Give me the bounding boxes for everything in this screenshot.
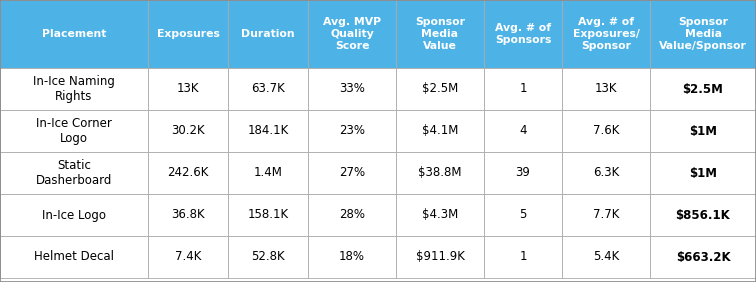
Bar [0, 110, 148, 152]
Text: 7.6K: 7.6K [593, 124, 619, 138]
Text: 36.8K: 36.8K [171, 208, 205, 221]
Bar [148, 110, 228, 152]
Bar [484, 194, 562, 236]
Text: 13K: 13K [595, 83, 617, 96]
Text: 1.4M: 1.4M [253, 166, 283, 180]
Bar [650, 194, 756, 236]
Text: Duration: Duration [241, 29, 295, 39]
Text: $911.9K: $911.9K [416, 250, 464, 263]
Text: In-Ice Naming
Rights: In-Ice Naming Rights [33, 75, 115, 103]
Bar [308, 152, 396, 194]
Bar [148, 68, 228, 110]
Bar [308, 194, 396, 236]
Text: $38.8M: $38.8M [418, 166, 462, 180]
Bar [562, 194, 650, 236]
Text: 158.1K: 158.1K [247, 208, 289, 221]
Bar [484, 152, 562, 194]
Text: 18%: 18% [339, 250, 365, 263]
Bar [650, 68, 756, 110]
Bar [308, 0, 396, 68]
Text: Static
Dasherboard: Static Dasherboard [36, 159, 112, 187]
Bar [396, 0, 484, 68]
Bar [562, 0, 650, 68]
Bar [484, 236, 562, 278]
Text: 1: 1 [519, 83, 527, 96]
Bar [650, 236, 756, 278]
Text: $4.1M: $4.1M [422, 124, 458, 138]
Text: $2.5M: $2.5M [683, 83, 723, 96]
Text: 52.8K: 52.8K [251, 250, 285, 263]
Bar [562, 152, 650, 194]
Bar [650, 0, 756, 68]
Text: 1: 1 [519, 250, 527, 263]
Text: $1M: $1M [689, 124, 717, 138]
Bar [228, 236, 308, 278]
Text: $1M: $1M [689, 166, 717, 180]
Text: $2.5M: $2.5M [422, 83, 458, 96]
Text: 4: 4 [519, 124, 527, 138]
Text: Avg. # of
Exposures/
Sponsor: Avg. # of Exposures/ Sponsor [572, 17, 640, 51]
Text: Sponsor
Media
Value/Sponsor: Sponsor Media Value/Sponsor [659, 17, 747, 51]
Bar [562, 68, 650, 110]
Bar [396, 152, 484, 194]
Bar [396, 110, 484, 152]
Bar [228, 152, 308, 194]
Text: 7.7K: 7.7K [593, 208, 619, 221]
Bar [308, 110, 396, 152]
Bar [0, 194, 148, 236]
Text: 242.6K: 242.6K [167, 166, 209, 180]
Text: 27%: 27% [339, 166, 365, 180]
Bar [396, 236, 484, 278]
Bar [148, 194, 228, 236]
Text: $663.2K: $663.2K [676, 250, 730, 263]
Text: 33%: 33% [339, 83, 365, 96]
Text: Helmet Decal: Helmet Decal [34, 250, 114, 263]
Bar [0, 68, 148, 110]
Text: 28%: 28% [339, 208, 365, 221]
Bar [148, 236, 228, 278]
Bar [228, 110, 308, 152]
Text: 23%: 23% [339, 124, 365, 138]
Bar [484, 0, 562, 68]
Text: 63.7K: 63.7K [251, 83, 285, 96]
Bar [396, 68, 484, 110]
Bar [228, 68, 308, 110]
Text: 7.4K: 7.4K [175, 250, 201, 263]
Bar [308, 68, 396, 110]
Bar [0, 0, 148, 68]
Text: In-Ice Logo: In-Ice Logo [42, 208, 106, 221]
Text: $4.3M: $4.3M [422, 208, 458, 221]
Bar [562, 110, 650, 152]
Text: In-Ice Corner
Logo: In-Ice Corner Logo [36, 117, 112, 145]
Text: $856.1K: $856.1K [676, 208, 730, 221]
Text: 6.3K: 6.3K [593, 166, 619, 180]
Text: Avg. MVP
Quality
Score: Avg. MVP Quality Score [323, 17, 381, 51]
Text: 5: 5 [519, 208, 527, 221]
Bar [396, 194, 484, 236]
Bar [228, 0, 308, 68]
Bar [484, 68, 562, 110]
Text: 184.1K: 184.1K [247, 124, 289, 138]
Bar [148, 0, 228, 68]
Text: 39: 39 [516, 166, 531, 180]
Text: 13K: 13K [177, 83, 200, 96]
Bar [484, 110, 562, 152]
Bar [650, 152, 756, 194]
Bar [0, 236, 148, 278]
Text: 5.4K: 5.4K [593, 250, 619, 263]
Text: Placement: Placement [42, 29, 106, 39]
Bar [308, 236, 396, 278]
Text: 30.2K: 30.2K [171, 124, 205, 138]
Text: Sponsor
Media
Value: Sponsor Media Value [415, 17, 465, 51]
Bar [650, 110, 756, 152]
Text: Exposures: Exposures [156, 29, 219, 39]
Bar [148, 152, 228, 194]
Bar [0, 152, 148, 194]
Bar [228, 194, 308, 236]
Text: Avg. # of
Sponsors: Avg. # of Sponsors [495, 23, 551, 45]
Bar [562, 236, 650, 278]
